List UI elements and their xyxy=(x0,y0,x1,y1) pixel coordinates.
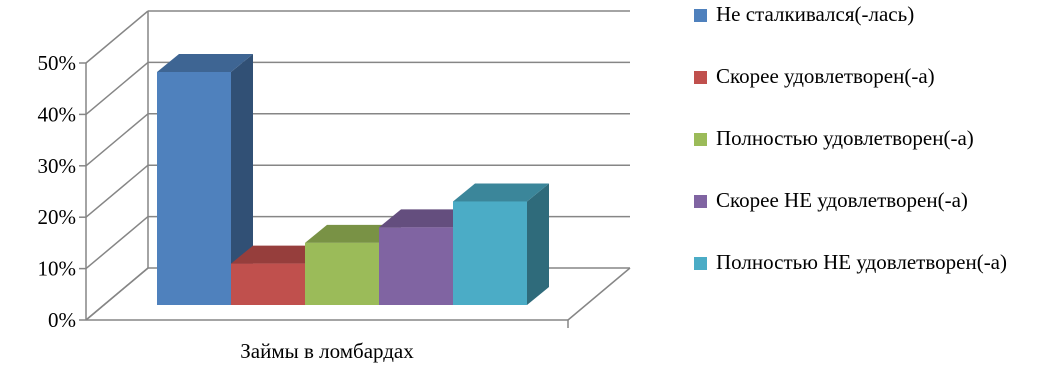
bar-top xyxy=(231,245,327,264)
legend-label: Скорее удовлетворен(-а) xyxy=(716,64,935,88)
bar-top xyxy=(379,209,475,228)
bars xyxy=(157,54,549,305)
bar-top xyxy=(453,183,549,202)
bar-front xyxy=(379,227,453,305)
bar-top xyxy=(305,224,401,243)
legend: Не сталкивался(-лась) Скорее удовлетворен… xyxy=(694,2,1007,274)
bar-front xyxy=(453,201,527,305)
legend-swatch xyxy=(694,71,707,84)
y-tick-label: 0% xyxy=(48,308,76,332)
y-tick-label: 30% xyxy=(38,154,77,178)
y-tick-label: 20% xyxy=(38,205,77,229)
bar-front xyxy=(231,263,305,305)
legend-label: Полностью НЕ удовлетворен(-а) xyxy=(716,250,1007,274)
gridline-side xyxy=(85,61,149,115)
legend-item: Не сталкивался(-лась) xyxy=(694,2,914,26)
gridline-side xyxy=(85,10,149,64)
y-axis-ticks: 0% 10% 20% 30% 40% 50% xyxy=(38,51,86,332)
bar xyxy=(157,54,253,305)
gridline-side xyxy=(85,113,149,167)
legend-swatch xyxy=(694,257,707,270)
legend-swatch xyxy=(694,9,707,22)
legend-item: Полностью НЕ удовлетворен(-а) xyxy=(694,250,1007,274)
legend-item: Полностью удовлетворен(-а) xyxy=(694,126,974,150)
bar-side xyxy=(231,54,253,305)
legend-swatch xyxy=(694,195,707,208)
x-axis-labels: Займы в ломбардах xyxy=(240,339,414,363)
legend-label: Не сталкивался(-лась) xyxy=(716,2,914,26)
bar-top xyxy=(157,54,253,72)
legend-swatch xyxy=(694,133,707,146)
floor-right-edge xyxy=(567,267,631,321)
y-tick-label: 10% xyxy=(38,257,77,281)
bar xyxy=(453,183,549,305)
bar-front xyxy=(305,242,379,305)
x-category-label: Займы в ломбардах xyxy=(240,339,414,363)
bar-front xyxy=(157,72,231,305)
bar-side xyxy=(527,183,549,305)
gridline-side xyxy=(85,164,149,218)
legend-item: Скорее удовлетворен(-а) xyxy=(694,64,935,88)
gridline-side xyxy=(85,267,149,321)
gridline-side xyxy=(85,216,149,270)
chart-walls xyxy=(85,11,631,328)
legend-label: Полностью удовлетворен(-а) xyxy=(716,126,974,150)
legend-label: Скорее НЕ удовлетворен(-а) xyxy=(716,188,968,212)
legend-item: Скорее НЕ удовлетворен(-а) xyxy=(694,188,968,212)
y-tick-label: 40% xyxy=(38,102,77,126)
y-tick-label: 50% xyxy=(38,51,77,75)
